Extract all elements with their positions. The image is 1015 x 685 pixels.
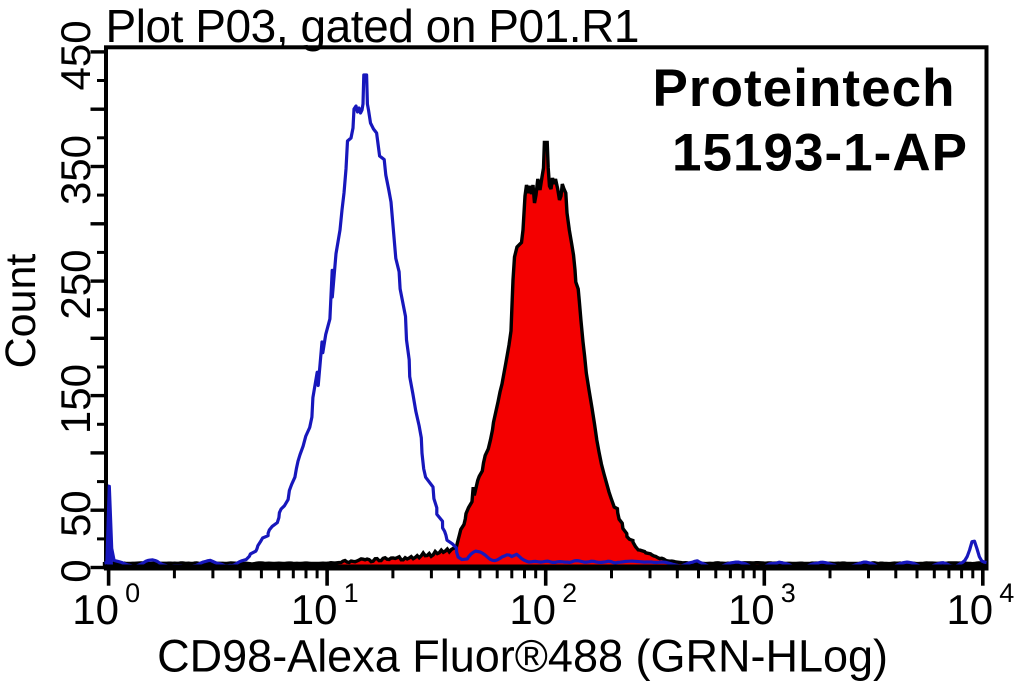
svg-text:CD98-Alexa Fluor®488 (GRN-HLog: CD98-Alexa Fluor®488 (GRN-HLog): [157, 630, 888, 681]
svg-text:15193-1-AP: 15193-1-AP: [672, 123, 967, 182]
svg-text:10: 10: [72, 586, 119, 633]
svg-text:4: 4: [999, 578, 1014, 608]
svg-text:1: 1: [344, 578, 359, 608]
svg-text:Plot P03, gated on P01.R1: Plot P03, gated on P01.R1: [106, 0, 640, 52]
svg-text:10: 10: [291, 586, 338, 633]
svg-text:Count: Count: [0, 254, 45, 369]
svg-text:50: 50: [52, 490, 99, 537]
svg-text:10: 10: [946, 586, 993, 633]
svg-text:150: 150: [52, 364, 99, 434]
svg-text:10: 10: [728, 586, 775, 633]
svg-text:350: 350: [52, 135, 99, 205]
svg-text:450: 450: [52, 20, 99, 90]
svg-text:250: 250: [52, 250, 99, 320]
svg-text:3: 3: [781, 578, 796, 608]
svg-text:10: 10: [509, 586, 556, 633]
svg-text:Proteintech: Proteintech: [653, 59, 955, 118]
svg-text:2: 2: [562, 578, 577, 608]
svg-text:0: 0: [52, 559, 99, 582]
svg-text:0: 0: [125, 578, 140, 608]
